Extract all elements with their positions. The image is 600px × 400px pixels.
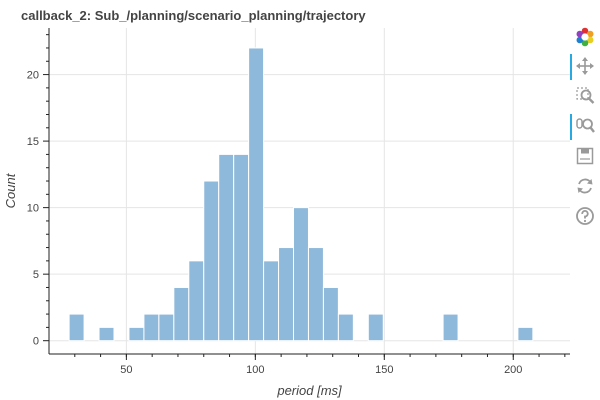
histogram-bar — [367, 313, 384, 342]
y-tick-label: 5 — [33, 269, 39, 281]
histogram-bar — [128, 326, 145, 342]
x-tick-label: 100 — [246, 364, 264, 376]
toolbar — [570, 24, 600, 244]
histogram-bar — [263, 260, 280, 342]
histogram-bar — [173, 286, 190, 342]
bokeh-logo-button[interactable] — [570, 24, 600, 52]
pan-tool-button[interactable] — [570, 53, 600, 81]
histogram-bar — [218, 153, 235, 342]
x-tick-label: 50 — [120, 364, 132, 376]
y-tick-label: 10 — [27, 203, 39, 215]
pan-icon — [576, 57, 594, 75]
histogram-bar — [307, 247, 324, 342]
y-ticks: 0 5 10 15 20 — [27, 34, 49, 348]
histogram-bar — [68, 313, 85, 342]
chart-title: callback_2: Sub_/planning/scenario_plann… — [21, 8, 366, 23]
y-tick-label: 20 — [27, 70, 39, 82]
histogram-bar — [158, 313, 175, 342]
histogram-bar — [442, 313, 459, 342]
bars — [68, 47, 534, 342]
histogram-bar — [233, 153, 250, 342]
histogram-bar — [337, 313, 354, 342]
histogram-bar — [322, 286, 339, 342]
histogram-bar — [293, 207, 309, 342]
help-tool-button[interactable] — [570, 203, 600, 231]
save-icon — [576, 147, 594, 165]
y-tick-label: 0 — [33, 336, 39, 348]
histogram-bar — [517, 326, 534, 342]
x-axis-label: period [ms] — [276, 383, 342, 398]
x-tick-label: 150 — [375, 364, 393, 376]
box-zoom-icon — [576, 87, 595, 104]
reset-icon — [577, 178, 593, 194]
axes — [48, 28, 570, 355]
histogram-bar — [203, 180, 220, 342]
box-zoom-tool-button[interactable] — [570, 83, 600, 111]
histogram-bar — [143, 313, 160, 342]
wheel-zoom-icon — [576, 118, 595, 133]
histogram-bar — [248, 47, 265, 342]
bokeh-logo-icon — [576, 27, 594, 47]
x-tick-label: 200 — [504, 364, 522, 376]
reset-tool-button[interactable] — [570, 173, 600, 201]
y-axis-label: Count — [3, 172, 18, 208]
save-tool-button[interactable] — [570, 143, 600, 171]
histogram-bar — [98, 326, 115, 342]
histogram-bar — [278, 247, 295, 342]
help-icon — [576, 207, 594, 225]
x-ticks: 50 100 150 200 — [74, 354, 566, 376]
y-tick-label: 15 — [27, 136, 39, 148]
wheel-zoom-tool-button[interactable] — [570, 113, 600, 141]
histogram-bar — [188, 260, 205, 342]
